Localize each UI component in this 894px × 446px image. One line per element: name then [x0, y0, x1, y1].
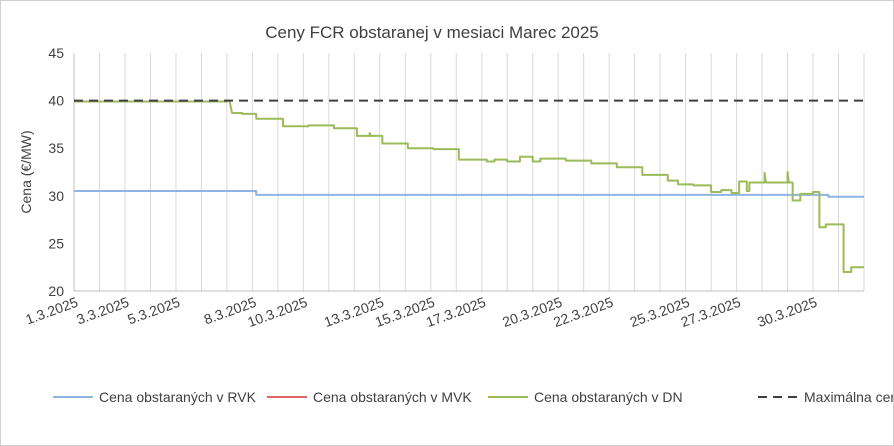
- series-line-0: [74, 190, 864, 198]
- y-tick-label: 25: [48, 235, 64, 251]
- legend: Cena obstaraných v RVK Cena obstaraných v…: [53, 389, 893, 405]
- series-line-2: [74, 99, 864, 273]
- x-tick-label: 22.3.2025: [551, 294, 615, 330]
- x-tick-label: 10.3.2025: [245, 294, 309, 330]
- y-tick-label: 45: [48, 45, 64, 61]
- legend-label: Cena obstaraných v DN: [534, 389, 683, 405]
- vertical-gridlines: [98, 53, 865, 291]
- series-layer: [74, 99, 864, 273]
- y-tick-label: 20: [48, 283, 64, 299]
- x-tick-label: 17.3.2025: [424, 294, 488, 330]
- y-axis-label: Cena (€/MW): [18, 130, 34, 213]
- y-axis-ticks: 20 25 30 35 40 45: [48, 45, 64, 299]
- legend-label: Cena obstaraných v RVK: [99, 389, 257, 405]
- x-tick-label: 30.3.2025: [755, 294, 819, 330]
- chart-title: Ceny FCR obstaranej v mesiaci Marec 2025: [265, 23, 599, 42]
- x-tick-label: 27.3.2025: [679, 294, 743, 330]
- x-tick-label: 5.3.2025: [125, 294, 182, 328]
- y-tick-label: 40: [48, 93, 64, 109]
- y-tick-label: 30: [48, 188, 64, 204]
- x-tick-label: 3.3.2025: [74, 294, 131, 328]
- axes: [73, 53, 864, 292]
- y-tick-label: 35: [48, 140, 64, 156]
- legend-label: Maximálna cena ÚRSO: [804, 389, 893, 405]
- legend-label: Cena obstaraných v MVK: [313, 389, 472, 405]
